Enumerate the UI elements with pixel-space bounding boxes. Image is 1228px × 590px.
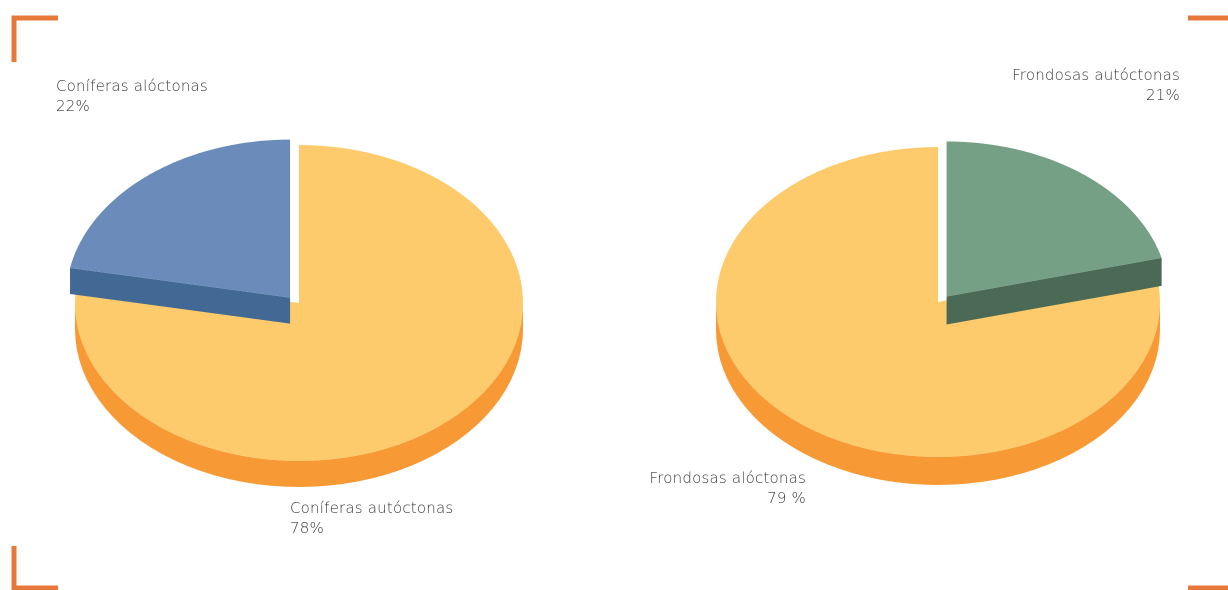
pie-slice-exploded bbox=[70, 140, 290, 324]
slice-label-frondosas-autoctonas: Frondosas autóctonas 21% bbox=[1012, 65, 1180, 105]
slice-label-frondosas-aloctonas: Frondosas alóctonas 79 % bbox=[649, 468, 806, 508]
pie-chart-coniferas bbox=[70, 140, 523, 487]
corner-mark-bottom-left bbox=[14, 546, 58, 588]
slice-label-text: Frondosas autóctonas bbox=[1012, 65, 1180, 85]
slice-value-text: 22% bbox=[56, 96, 208, 116]
slice-label-coniferas-aloctonas: Coníferas alóctonas 22% bbox=[56, 76, 208, 116]
slice-label-text: Frondosas alóctonas bbox=[649, 468, 806, 488]
slice-value-text: 21% bbox=[1012, 85, 1180, 105]
corner-mark-top-left bbox=[14, 18, 58, 62]
slice-value-text: 78% bbox=[290, 518, 453, 538]
slice-label-text: Coníferas alóctonas bbox=[56, 76, 208, 96]
pie-chart-frondosas bbox=[716, 141, 1162, 485]
slice-label-coniferas-autoctonas: Coníferas autóctonas 78% bbox=[290, 498, 453, 538]
slice-label-text: Coníferas autóctonas bbox=[290, 498, 453, 518]
slice-value-text: 79 % bbox=[649, 488, 806, 508]
